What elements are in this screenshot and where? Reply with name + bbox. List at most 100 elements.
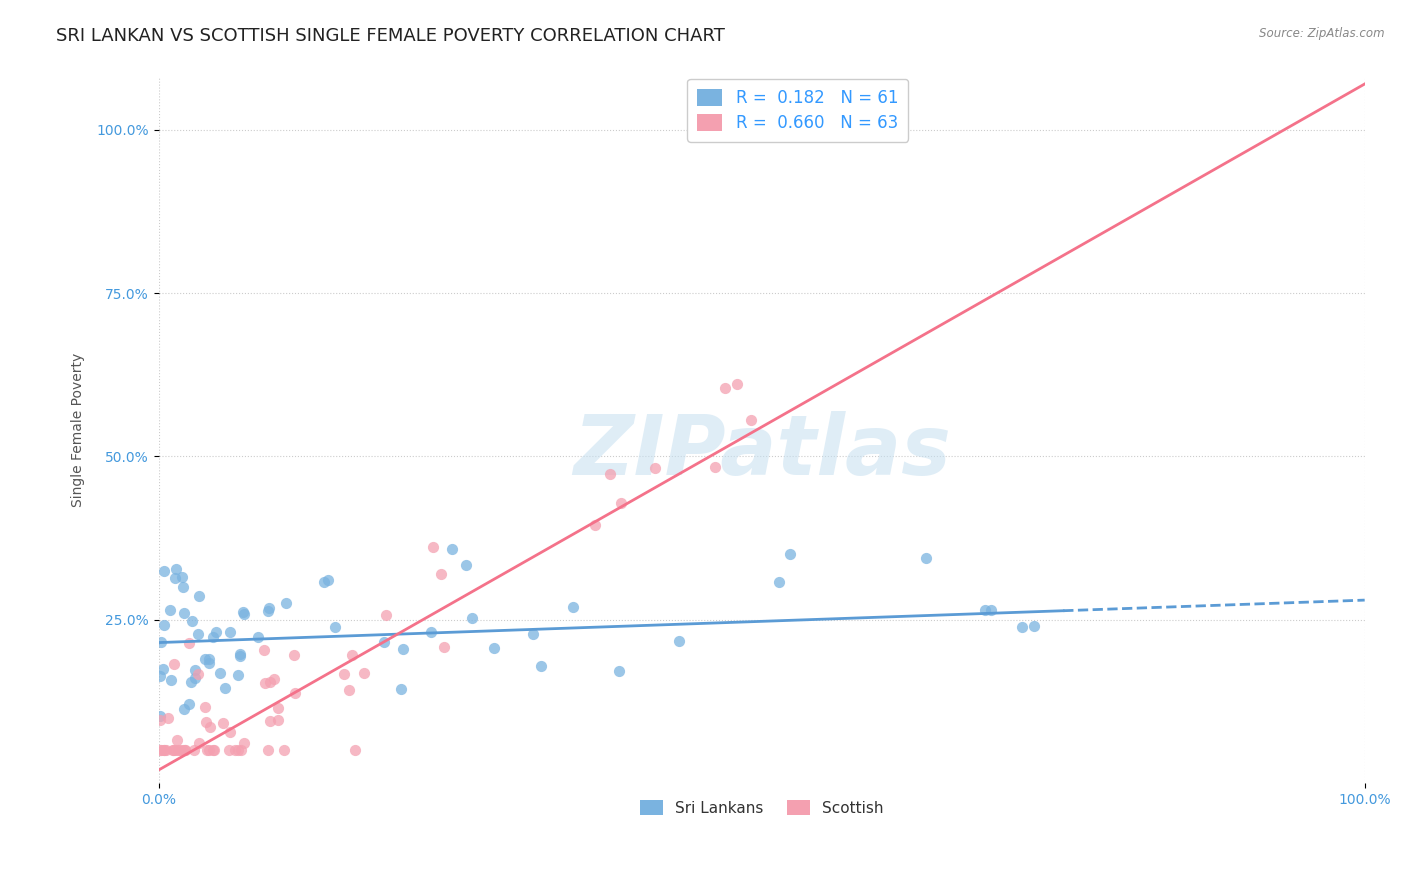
Text: ZIPatlas: ZIPatlas	[572, 411, 950, 491]
Point	[973, 603, 995, 617]
Point	[183, 743, 205, 757]
Point	[218, 743, 240, 757]
Point	[725, 377, 748, 392]
Point	[375, 607, 398, 622]
Point	[198, 743, 221, 757]
Point	[197, 651, 219, 665]
Point	[180, 614, 202, 628]
Point	[284, 686, 307, 700]
Point	[149, 713, 172, 727]
Point	[159, 602, 181, 616]
Point	[194, 652, 217, 666]
Point	[915, 550, 938, 565]
Point	[337, 682, 360, 697]
Legend: Sri Lankans, Scottish: Sri Lankans, Scottish	[631, 790, 893, 825]
Point	[180, 674, 202, 689]
Point	[187, 666, 209, 681]
Point	[219, 725, 242, 739]
Text: SRI LANKAN VS SCOTTISH SINGLE FEMALE POVERTY CORRELATION CHART: SRI LANKAN VS SCOTTISH SINGLE FEMALE POV…	[56, 27, 725, 45]
Point	[170, 570, 193, 584]
Point	[229, 743, 252, 757]
Point	[704, 459, 727, 474]
Point	[1022, 619, 1045, 633]
Point	[163, 657, 186, 672]
Point	[172, 580, 194, 594]
Point	[768, 574, 790, 589]
Point	[194, 700, 217, 714]
Point	[153, 743, 176, 757]
Y-axis label: Single Female Poverty: Single Female Poverty	[72, 353, 86, 508]
Point	[187, 590, 209, 604]
Point	[273, 743, 295, 757]
Point	[332, 666, 354, 681]
Point	[201, 630, 224, 644]
Point	[583, 518, 606, 533]
Point	[173, 743, 195, 757]
Point	[253, 643, 276, 657]
Point	[149, 743, 172, 757]
Point	[419, 625, 441, 640]
Point	[165, 743, 187, 757]
Point	[259, 601, 281, 615]
Point	[246, 630, 269, 644]
Point	[162, 743, 184, 757]
Point	[155, 743, 177, 757]
Point	[166, 733, 188, 747]
Point	[152, 564, 174, 578]
Point	[599, 467, 621, 482]
Point	[208, 665, 231, 680]
Point	[714, 381, 737, 395]
Point	[228, 647, 250, 661]
Point	[173, 606, 195, 620]
Point	[392, 641, 415, 656]
Point	[228, 668, 250, 682]
Point	[232, 607, 254, 622]
Point	[644, 461, 666, 475]
Point	[152, 662, 174, 676]
Point	[156, 711, 179, 725]
Point	[256, 604, 278, 618]
Point	[779, 547, 801, 561]
Point	[195, 714, 218, 729]
Point	[205, 625, 228, 640]
Point	[522, 627, 544, 641]
Point	[152, 618, 174, 632]
Point	[224, 743, 246, 757]
Point	[195, 743, 218, 757]
Point	[152, 743, 174, 757]
Point	[149, 709, 172, 723]
Point	[373, 635, 395, 649]
Point	[169, 743, 191, 757]
Point	[218, 624, 240, 639]
Point	[276, 596, 298, 610]
Point	[389, 682, 412, 697]
Point	[980, 603, 1002, 617]
Point	[668, 633, 690, 648]
Point	[165, 571, 187, 585]
Point	[214, 681, 236, 695]
Point	[482, 641, 505, 656]
Point	[162, 743, 184, 757]
Point	[562, 599, 585, 614]
Point	[740, 413, 762, 427]
Point	[259, 714, 281, 729]
Point	[149, 669, 172, 683]
Point	[353, 665, 375, 680]
Point	[166, 743, 188, 757]
Point	[202, 743, 225, 757]
Point	[312, 574, 335, 589]
Point	[187, 626, 209, 640]
Point	[263, 672, 285, 686]
Point	[232, 605, 254, 619]
Point	[172, 743, 194, 757]
Point	[173, 702, 195, 716]
Point	[184, 663, 207, 677]
Point	[340, 648, 363, 663]
Point	[607, 664, 630, 678]
Point	[267, 701, 290, 715]
Point	[159, 673, 181, 688]
Point	[254, 676, 277, 690]
Point	[1011, 620, 1033, 634]
Point	[198, 657, 221, 671]
Point	[283, 648, 305, 662]
